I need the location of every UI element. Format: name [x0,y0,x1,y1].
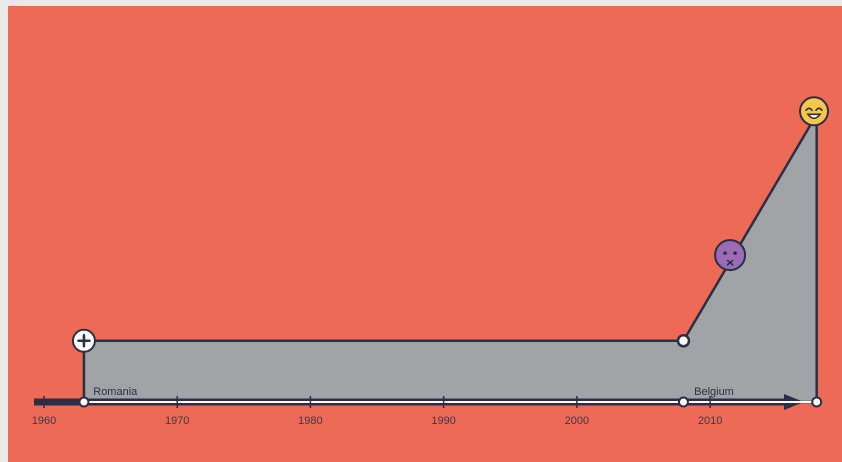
timeline-point [78,396,90,408]
place-label: Romania [93,386,138,398]
x-tick-label: 1990 [431,415,455,427]
sick-face-eye [723,251,727,255]
x-tick-label: 2000 [565,415,589,427]
happy-face-circle [799,96,830,127]
axis-layer: 1960 1970 1980 1990 2000 2010 [32,394,823,427]
sick-face-icon [714,239,747,272]
happy-face-mouth [806,113,822,120]
chart-frame: 1960 1970 1980 1990 2000 2010 Romania Belgium [8,6,842,462]
sick-face-mouth [726,259,734,266]
x-tick-label: 1960 [32,415,56,427]
timeline-point [677,396,689,408]
happy-face-eye [815,107,823,112]
sick-face-circle [714,239,747,272]
x-tick-label: 1970 [165,415,189,427]
timeline-point [811,396,823,408]
plus-icon [71,328,96,353]
area-shape [82,113,818,404]
place-label: Belgium [694,386,734,398]
happy-face-eye [805,107,813,112]
x-tick-label: 2010 [698,415,722,427]
x-tick-label: 1980 [298,415,322,427]
label-layer: Romania Belgium [93,386,734,398]
happy-face-icon [799,96,830,127]
timeline-chart: 1960 1970 1980 1990 2000 2010 Romania Belgium [32,96,830,427]
marker-layer [71,96,830,353]
sick-face-eye [733,251,737,255]
data-point [676,334,691,348]
area-layer [82,113,818,404]
